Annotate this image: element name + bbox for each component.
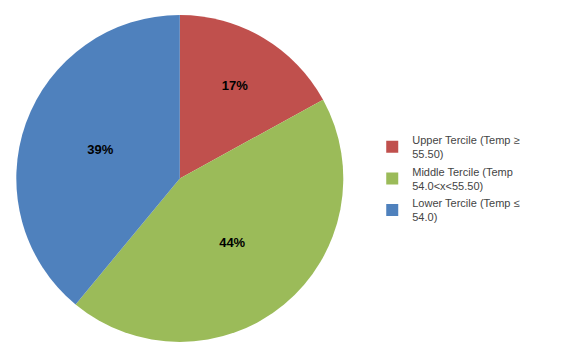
- svg-text:Lower Tercile (Temp ≤54.0): Lower Tercile (Temp ≤54.0): [412, 197, 519, 223]
- svg-text:Upper Tercile (Temp ≥55.50): Upper Tercile (Temp ≥55.50): [412, 134, 519, 160]
- svg-text:39%: 39%: [87, 142, 113, 157]
- svg-text:44%: 44%: [219, 235, 245, 250]
- svg-text:Middle Tercile (Temp54.0<x<55.: Middle Tercile (Temp54.0<x<55.50): [412, 166, 513, 192]
- svg-text:17%: 17%: [222, 78, 248, 93]
